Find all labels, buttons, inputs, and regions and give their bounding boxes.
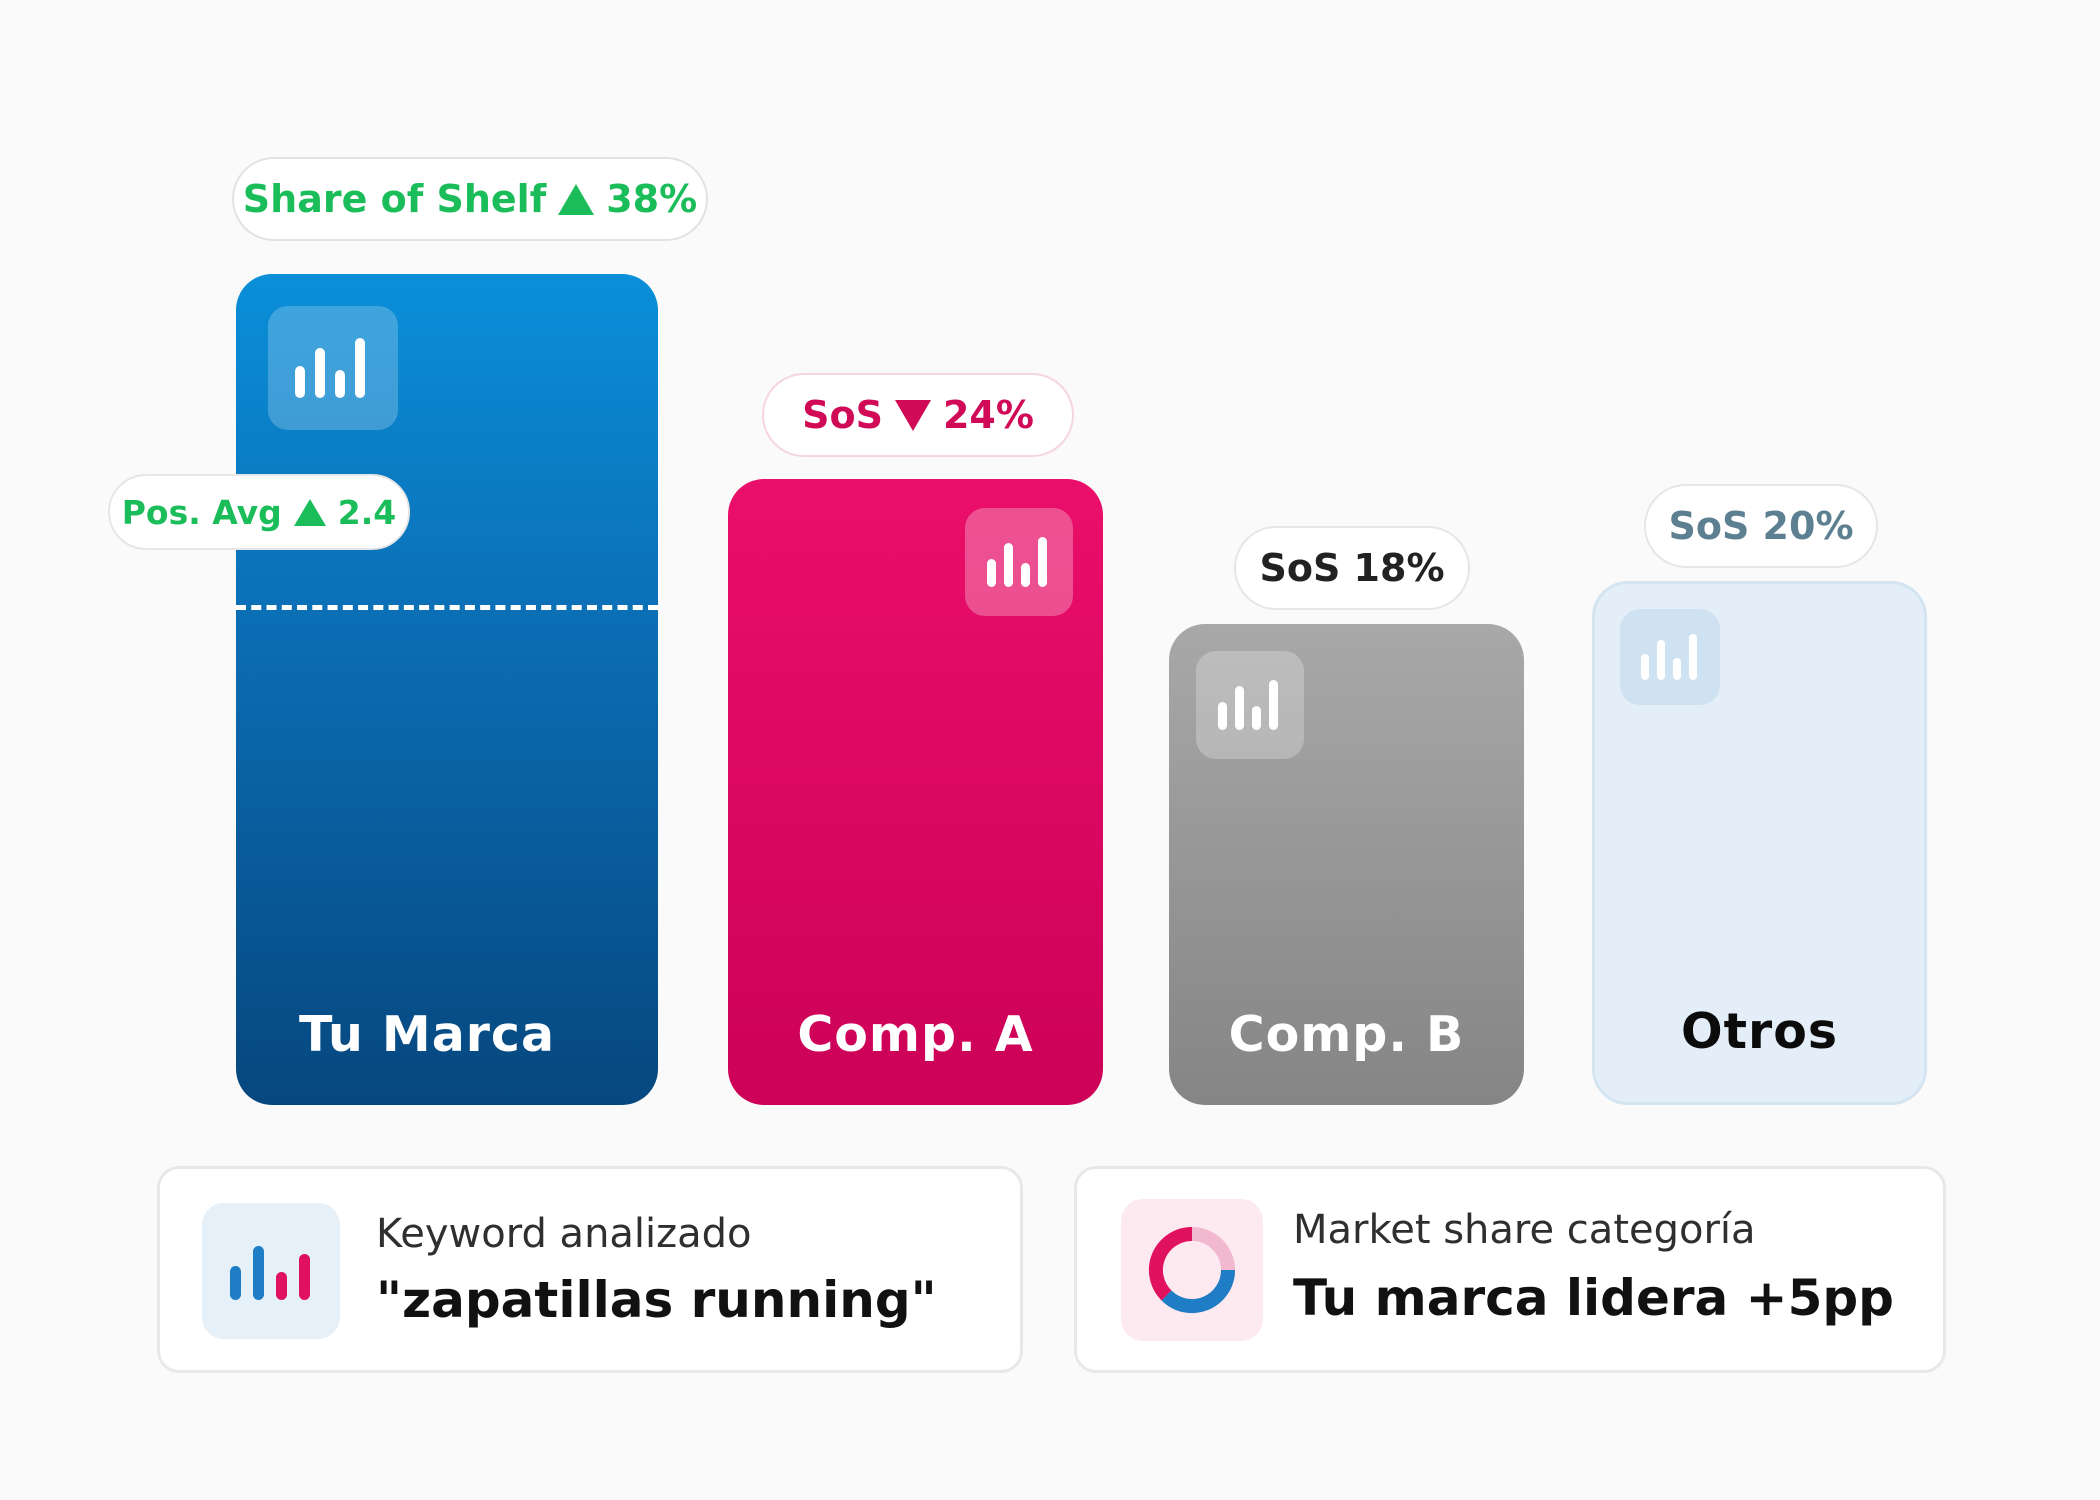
market-share-card: Market share categoría Tu marca lidera +…: [1074, 1166, 1946, 1373]
otros-sos-badge: SoS 20%: [1644, 484, 1878, 568]
comp-b-sos-badge: SoS 18%: [1234, 526, 1470, 610]
bar-chart-icon: [965, 508, 1073, 616]
share-of-shelf-badge: Share of Shelf 38%: [232, 157, 708, 241]
triangle-up-icon: [293, 498, 326, 526]
badge-label: SoS 20%: [1668, 504, 1854, 548]
triangle-up-icon: [558, 183, 595, 215]
badge-label: SoS: [802, 393, 883, 437]
badge-label: SoS 18%: [1259, 546, 1445, 590]
category-label: Tu Marca: [298, 1006, 556, 1063]
bar-chart-icon: [1196, 651, 1304, 759]
keyword-card: Keyword analizado "zapatillas running": [157, 1166, 1023, 1373]
bar-chart-icon: [1620, 609, 1720, 705]
market-share-value: Tu marca lidera +5pp: [1293, 1269, 1894, 1327]
bar-comp-b: Comp. B: [1169, 624, 1524, 1105]
card-label: Keyword analizado: [376, 1211, 752, 1257]
donut-chart-icon: [1121, 1199, 1263, 1341]
badge-value: 38%: [606, 177, 698, 221]
triangle-down-icon: [894, 399, 931, 431]
bar-tu-marca: Tu Marca: [236, 274, 658, 1105]
comp-a-sos-badge: SoS 24%: [762, 373, 1074, 457]
card-label: Market share categoría: [1293, 1207, 1756, 1253]
keyword-value: "zapatillas running": [376, 1271, 937, 1329]
bar-otros: Otros: [1592, 581, 1927, 1105]
bar-comp-a: Comp. A: [728, 479, 1103, 1105]
badge-label: Pos. Avg: [121, 492, 282, 532]
category-label: Comp. B: [1228, 1006, 1465, 1063]
category-label: Otros: [1680, 1003, 1839, 1060]
category-label: Comp. A: [797, 1006, 1034, 1063]
position-average-badge: Pos. Avg 2.4: [108, 474, 410, 550]
badge-label: Share of Shelf: [242, 177, 547, 221]
average-position-line: [236, 605, 658, 610]
badge-value: 24%: [942, 393, 1034, 437]
bar-chart-icon: [202, 1203, 340, 1339]
bar-chart-icon: [268, 306, 398, 430]
badge-value: 2.4: [337, 492, 397, 532]
